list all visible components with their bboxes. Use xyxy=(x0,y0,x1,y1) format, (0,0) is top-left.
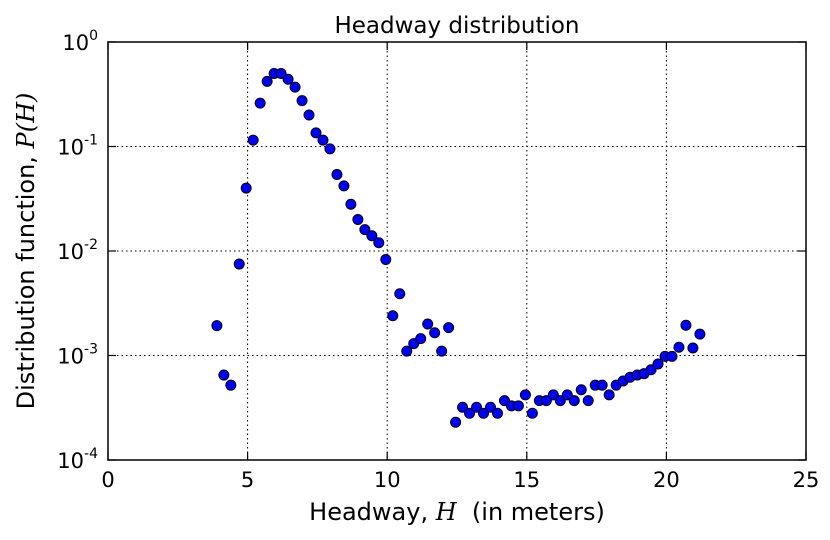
data-point xyxy=(540,395,552,407)
data-point xyxy=(247,134,259,146)
data-point xyxy=(526,407,538,419)
y-tick-label-exponent: -2 xyxy=(84,237,98,253)
data-point xyxy=(387,310,399,322)
data-point xyxy=(233,258,245,270)
data-point xyxy=(261,75,273,87)
data-point xyxy=(317,134,329,146)
x-tick-labels: 0 5 10 15 20 25 xyxy=(101,468,819,492)
data-point xyxy=(554,395,566,407)
x-tick-label: 25 xyxy=(793,468,820,492)
data-point xyxy=(450,416,462,428)
data-point xyxy=(694,328,706,340)
y-tick-label-exponent: -3 xyxy=(84,342,98,358)
data-point xyxy=(303,109,315,121)
y-tick-label: 100 xyxy=(62,28,98,55)
data-point xyxy=(603,389,615,401)
y-tick-label: 10-4 xyxy=(57,446,98,473)
x-axis-label-suffix: (in meters) xyxy=(457,498,605,526)
data-point xyxy=(547,389,559,401)
chart-title: Headway distribution xyxy=(334,13,579,39)
data-point xyxy=(240,182,252,194)
x-tick-label: 15 xyxy=(513,468,540,492)
x-tick-label: 20 xyxy=(653,468,680,492)
data-point xyxy=(211,320,223,332)
data-point xyxy=(491,407,503,419)
x-tick-label: 0 xyxy=(101,468,114,492)
data-point xyxy=(512,400,524,412)
y-tick-label-exponent: -1 xyxy=(84,133,98,149)
data-point xyxy=(254,97,266,109)
data-point xyxy=(415,333,427,345)
data-point xyxy=(218,369,230,381)
data-point xyxy=(673,341,685,353)
data-point xyxy=(478,407,490,419)
x-axis-label-prefix: Headway, xyxy=(309,498,436,526)
data-point xyxy=(457,401,469,413)
data-point xyxy=(666,350,678,362)
x-tick-label: 5 xyxy=(241,468,254,492)
data-point xyxy=(575,384,587,396)
data-point xyxy=(394,288,406,300)
data-point xyxy=(352,214,364,226)
data-point xyxy=(310,127,322,139)
data-point xyxy=(422,318,434,330)
data-point xyxy=(645,364,657,376)
data-point xyxy=(282,73,294,85)
y-axis-label: Distribution function, P(H) xyxy=(12,93,40,410)
y-tick-label-base: 10 xyxy=(57,136,84,160)
data-point xyxy=(680,319,692,331)
data-point xyxy=(485,401,496,413)
data-point xyxy=(687,342,699,354)
y-tick-label-base: 10 xyxy=(57,345,84,369)
grid-lines xyxy=(108,42,806,460)
y-tick-label-exponent: -4 xyxy=(84,446,98,462)
data-point xyxy=(561,389,573,401)
y-tick-label-base: 10 xyxy=(62,31,89,55)
x-tick-label: 10 xyxy=(374,468,401,492)
data-point xyxy=(345,198,357,210)
data-point xyxy=(464,407,476,419)
y-tick-label-exponent: 0 xyxy=(89,28,98,44)
data-point xyxy=(401,345,413,357)
y-tick-label-base: 10 xyxy=(57,449,84,473)
data-point xyxy=(568,395,580,407)
y-tick-label-base: 10 xyxy=(57,240,84,264)
y-axis-label-prefix: Distribution function, xyxy=(12,148,40,409)
data-point xyxy=(324,143,336,155)
data-point xyxy=(359,224,371,236)
y-tick-label: 10-3 xyxy=(57,342,98,369)
data-point xyxy=(582,395,594,407)
data-point xyxy=(436,345,448,357)
data-point xyxy=(652,358,664,370)
data-point xyxy=(275,67,287,79)
data-point xyxy=(519,389,531,401)
data-point xyxy=(443,322,455,334)
y-tick-label: 10-1 xyxy=(57,133,98,160)
data-point xyxy=(380,253,392,265)
data-point xyxy=(366,230,378,242)
data-point xyxy=(289,81,301,93)
data-point xyxy=(471,401,483,413)
data-point xyxy=(331,168,343,180)
data-point xyxy=(296,95,308,107)
axis-ticks xyxy=(107,41,807,461)
x-axis-label: Headway, H (in meters) xyxy=(309,498,605,526)
data-point xyxy=(373,237,385,249)
data-point xyxy=(596,379,608,391)
data-points xyxy=(211,67,706,428)
x-axis-label-symbol: H xyxy=(435,498,458,526)
data-point xyxy=(338,180,350,192)
data-point xyxy=(225,379,237,391)
y-tick-label: 10-2 xyxy=(57,237,98,264)
data-point xyxy=(429,327,441,339)
y-axis-label-symbol: P(H) xyxy=(12,93,40,150)
